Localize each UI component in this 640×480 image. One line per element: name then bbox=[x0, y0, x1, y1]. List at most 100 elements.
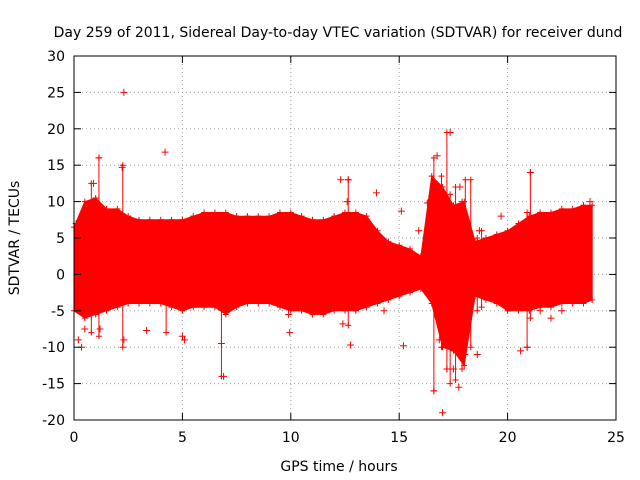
envelope-marker bbox=[168, 304, 175, 311]
envelope-marker bbox=[103, 307, 110, 314]
y-tick-label: 0 bbox=[56, 267, 65, 283]
outlier-point bbox=[372, 189, 380, 197]
envelope-marker bbox=[211, 304, 218, 311]
envelope-marker bbox=[482, 296, 489, 303]
envelope-marker bbox=[407, 245, 414, 252]
envelope-marker bbox=[396, 293, 403, 300]
y-tick-label: -15 bbox=[42, 377, 65, 393]
envelope-marker bbox=[276, 209, 283, 216]
y-tick-label: 30 bbox=[47, 49, 65, 65]
x-tick-label: 25 bbox=[607, 430, 625, 446]
envelope-marker bbox=[309, 311, 316, 318]
x-tick-label: 5 bbox=[178, 430, 187, 446]
envelope-marker bbox=[125, 213, 132, 220]
chart-title: Day 259 of 2011, Sidereal Day-to-day VTE… bbox=[54, 25, 623, 41]
outlier-point bbox=[285, 310, 293, 318]
outlier-point bbox=[380, 307, 388, 315]
envelope-marker bbox=[504, 227, 511, 234]
envelope-marker bbox=[179, 216, 186, 223]
envelope-marker bbox=[580, 300, 587, 307]
envelope-marker bbox=[114, 304, 121, 311]
outlier-point bbox=[120, 88, 128, 96]
envelope-marker bbox=[589, 202, 596, 209]
envelope-marker bbox=[255, 213, 262, 220]
envelope-marker bbox=[515, 307, 522, 314]
envelope-marker bbox=[407, 289, 414, 296]
y-tick-label: -20 bbox=[42, 413, 65, 429]
spike-marker bbox=[452, 376, 459, 383]
x-axis-label: GPS time / hours bbox=[280, 459, 397, 475]
outlier-point bbox=[161, 148, 169, 156]
envelope-marker bbox=[287, 307, 294, 314]
envelope-marker bbox=[146, 216, 153, 223]
y-axis-label: SDTVAR / TECUs bbox=[7, 181, 23, 296]
envelope-marker bbox=[276, 304, 283, 311]
spike-marker bbox=[447, 191, 454, 198]
outlier-point bbox=[497, 212, 505, 220]
spike-marker bbox=[443, 366, 450, 373]
envelope-marker bbox=[287, 209, 294, 216]
outlier-point bbox=[181, 336, 189, 344]
envelope-marker bbox=[222, 209, 229, 216]
spike-marker bbox=[438, 173, 445, 180]
spike-marker bbox=[459, 366, 466, 373]
spike-marker bbox=[119, 344, 126, 351]
spike-marker bbox=[430, 154, 437, 161]
envelope-marker bbox=[244, 213, 251, 220]
envelope-marker bbox=[331, 307, 338, 314]
y-tick-label: 5 bbox=[56, 231, 65, 247]
outlier-point bbox=[547, 314, 555, 322]
envelope-marker bbox=[385, 296, 392, 303]
outlier-point bbox=[433, 152, 441, 160]
outlier-point bbox=[168, 217, 176, 225]
envelope-marker bbox=[298, 307, 305, 314]
envelope-marker bbox=[515, 220, 522, 227]
outlier-point bbox=[400, 342, 408, 350]
outlier-point bbox=[143, 326, 151, 334]
outlier-point bbox=[286, 329, 294, 337]
envelope-marker bbox=[493, 300, 500, 307]
envelope-marker bbox=[569, 300, 576, 307]
envelope-marker bbox=[396, 242, 403, 249]
outlier-point bbox=[346, 341, 354, 349]
envelope-marker bbox=[537, 209, 544, 216]
spike-marker bbox=[345, 322, 352, 329]
envelope-marker bbox=[201, 304, 208, 311]
spike-marker bbox=[163, 220, 170, 227]
envelope-marker bbox=[211, 209, 218, 216]
outlier-point bbox=[363, 222, 371, 230]
envelope-marker bbox=[493, 231, 500, 238]
spike-marker bbox=[443, 129, 450, 136]
outlier-point bbox=[120, 336, 128, 344]
envelope-marker bbox=[558, 205, 565, 212]
spike-marker bbox=[218, 373, 225, 380]
spike-marker bbox=[438, 344, 445, 351]
x-tick-label: 0 bbox=[70, 430, 79, 446]
envelope-marker bbox=[309, 216, 316, 223]
envelope-marker bbox=[417, 253, 424, 260]
spike-marker bbox=[474, 235, 481, 241]
spike-marker bbox=[218, 213, 225, 220]
spike-marker bbox=[88, 180, 95, 187]
spike-marker bbox=[467, 176, 474, 183]
outlier-point bbox=[96, 325, 104, 333]
spike-marker bbox=[95, 154, 102, 161]
outlier-point bbox=[558, 307, 566, 315]
spike-marker bbox=[163, 329, 170, 336]
spike-marker bbox=[524, 209, 531, 216]
y-tick-label: 25 bbox=[47, 85, 65, 101]
envelope-marker bbox=[92, 311, 99, 318]
envelope-marker bbox=[547, 209, 554, 216]
envelope-marker bbox=[363, 304, 370, 311]
axis-ticks: -20 -15 -10 -5 0 5 10 15 20 25 30 0 5 10 15 20 25 bbox=[42, 49, 625, 446]
outlier-point bbox=[473, 350, 481, 358]
spike-marker bbox=[478, 227, 485, 234]
y-tick-label: 15 bbox=[47, 158, 65, 174]
spike-marker bbox=[95, 333, 102, 340]
envelope-marker bbox=[233, 213, 240, 220]
y-tick-label: 20 bbox=[47, 122, 65, 138]
spike-marker bbox=[459, 198, 466, 205]
envelope-marker bbox=[504, 307, 511, 314]
x-tick-label: 10 bbox=[282, 430, 300, 446]
envelope-marker bbox=[222, 311, 229, 318]
